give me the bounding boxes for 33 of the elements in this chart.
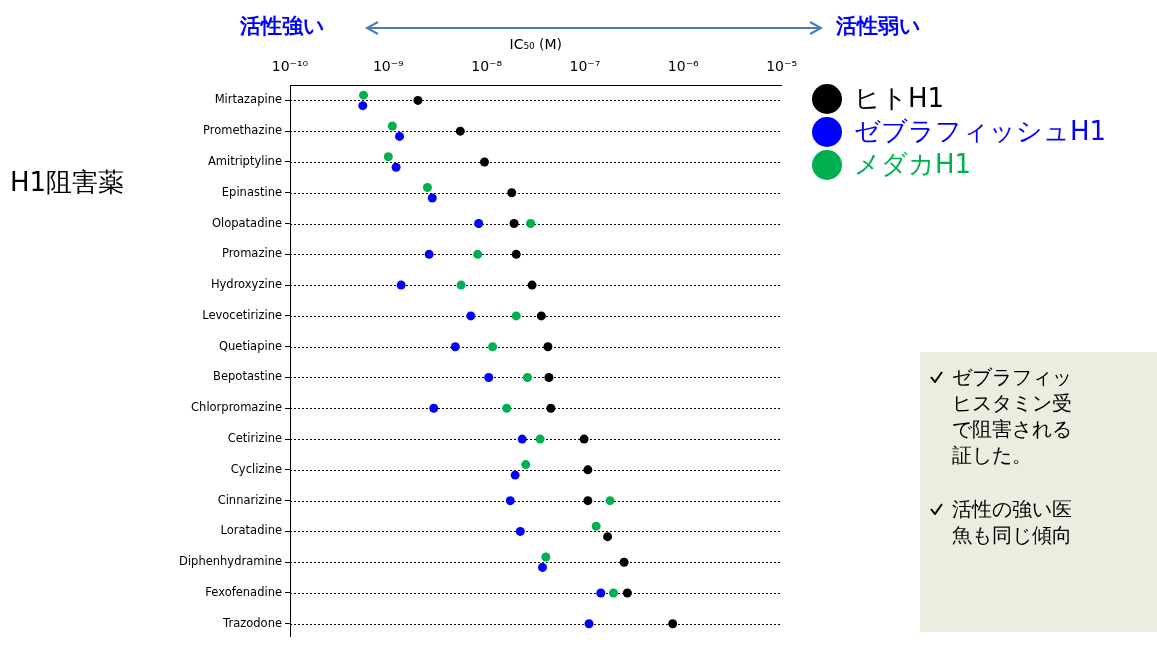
y-tick-label: Promazine <box>221 246 282 261</box>
y-tick-label: Cetirizine <box>227 431 282 446</box>
x-tick-label: 10⁻⁸ <box>471 58 503 75</box>
y-tick-label: Loratadine <box>220 523 282 538</box>
x-tick-label: 10⁻⁷ <box>569 58 601 75</box>
x-axis-title: IC₅₀ (M) <box>509 36 563 53</box>
x-tick-label: 10⁻⁵ <box>766 58 798 75</box>
text: 活性の強い医魚も同じ傾向 <box>952 496 1073 548</box>
text: 活性強い <box>240 13 325 40</box>
x-tick-label: 10⁻⁶ <box>667 58 700 75</box>
legend-label: メダカH1 <box>854 148 972 181</box>
y-tick-label: Fexofenadine <box>205 584 282 599</box>
y-tick-label: Cinnarizine <box>217 492 282 507</box>
x-tick-label: 10⁻⁹ <box>372 58 405 75</box>
legend-label: ゼブラフィッシュH1 <box>854 115 1107 148</box>
y-tick-label: Bepotastine <box>213 369 282 384</box>
y-tick-label: Cyclizine <box>230 461 282 476</box>
x-tick-label: 10⁻¹⁰ <box>271 58 309 75</box>
y-tick-label: Quetiapine <box>218 338 282 353</box>
y-tick-label: Amitriptyline <box>207 153 282 168</box>
y-tick-label: Epinastine <box>221 184 282 199</box>
y-tick-label: Diphenhydramine <box>179 554 282 569</box>
y-tick-label: Hydroxyzine <box>210 277 282 292</box>
y-tick-label: Chlorpromazine <box>191 400 282 415</box>
text: ゼブラフィッヒスタミン受で阻害される証した。 <box>952 364 1073 468</box>
legend-label: ヒトH1 <box>854 82 945 115</box>
y-tick-label: Olopatadine <box>211 215 282 230</box>
y-tick-label: Trazodone <box>222 615 282 630</box>
y-tick-label: Levocetirizine <box>202 307 282 322</box>
y-axis-title: H1阻害薬 <box>10 166 125 199</box>
y-tick-label: Promethazine <box>203 123 282 138</box>
y-tick-label: Mirtazapine <box>214 92 282 107</box>
text: 活性弱い <box>836 13 921 40</box>
